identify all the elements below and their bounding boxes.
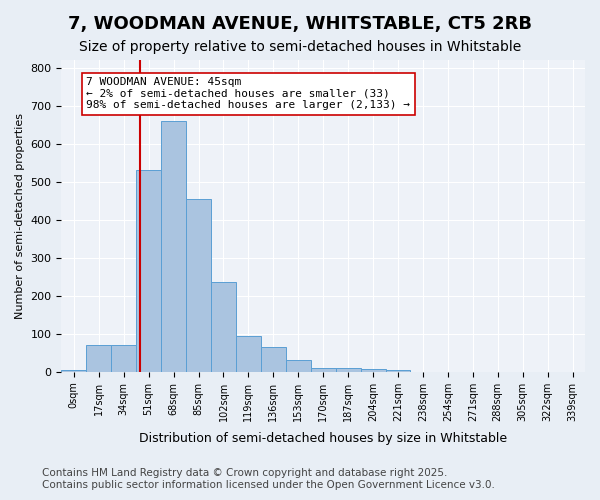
Bar — [111, 345, 136, 372]
Text: Contains HM Land Registry data © Crown copyright and database right 2025.
Contai: Contains HM Land Registry data © Crown c… — [42, 468, 495, 490]
Bar — [236, 336, 261, 372]
Text: Size of property relative to semi-detached houses in Whitstable: Size of property relative to semi-detach… — [79, 40, 521, 54]
Bar — [261, 347, 286, 372]
Text: 7 WOODMAN AVENUE: 45sqm
← 2% of semi-detached houses are smaller (33)
98% of sem: 7 WOODMAN AVENUE: 45sqm ← 2% of semi-det… — [86, 77, 410, 110]
Bar — [136, 170, 161, 372]
Bar — [161, 121, 186, 372]
Y-axis label: Number of semi-detached properties: Number of semi-detached properties — [15, 113, 25, 319]
Bar — [386, 370, 410, 372]
Bar — [61, 370, 86, 372]
Bar — [286, 360, 311, 372]
X-axis label: Distribution of semi-detached houses by size in Whitstable: Distribution of semi-detached houses by … — [139, 432, 507, 445]
Bar — [335, 368, 361, 372]
Bar — [186, 199, 211, 372]
Text: 7, WOODMAN AVENUE, WHITSTABLE, CT5 2RB: 7, WOODMAN AVENUE, WHITSTABLE, CT5 2RB — [68, 15, 532, 33]
Bar — [211, 282, 236, 372]
Bar — [311, 368, 335, 372]
Bar — [361, 368, 386, 372]
Bar — [86, 345, 111, 372]
